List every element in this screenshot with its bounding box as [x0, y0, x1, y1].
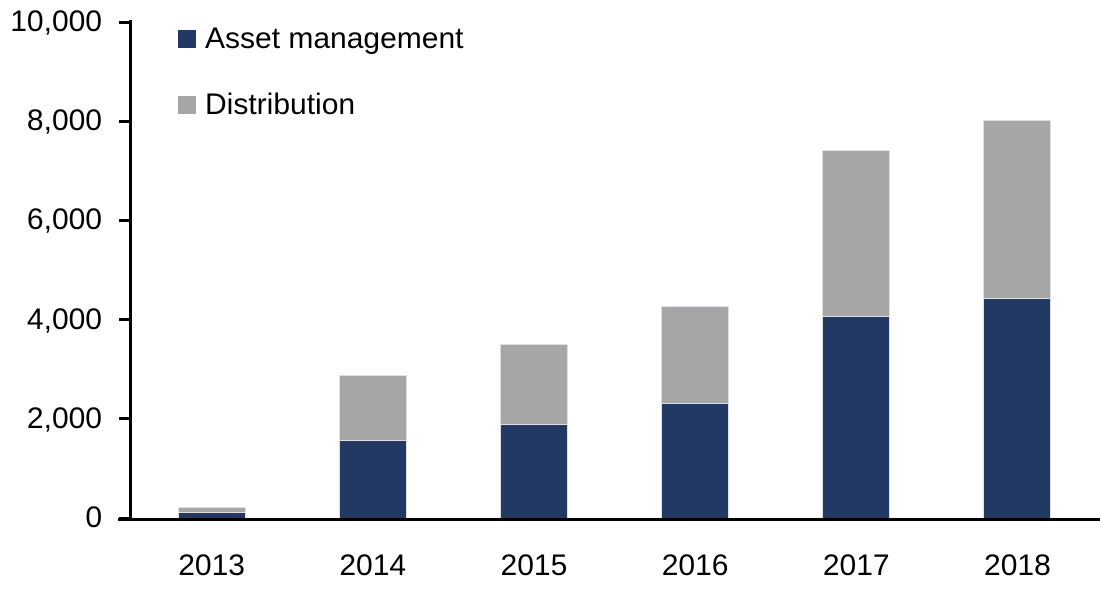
bar-2018 [984, 121, 1051, 518]
x-label-2013: 2013 [178, 549, 245, 582]
bar-2018-asset-management-segment [984, 299, 1051, 518]
y-tick-10,000 [119, 20, 130, 24]
bar-2015 [500, 345, 567, 518]
bar-2017 [823, 151, 890, 518]
bar-2016-distribution-segment [662, 307, 729, 404]
y-tick-6,000 [119, 218, 130, 222]
y-tick-label-0: 0 [85, 501, 102, 534]
x-label-2015: 2015 [500, 549, 568, 582]
legend: Asset management Distribution [178, 22, 463, 122]
y-tick-label-10,000: 10,000 [10, 5, 102, 38]
bar-2015-asset-management-segment [500, 425, 567, 518]
bar-2017-asset-management-segment [823, 317, 890, 518]
bar-2013-asset-management-segment [178, 513, 245, 518]
distribution-swatch [178, 96, 196, 114]
y-tick-label-4,000: 4,000 [26, 302, 102, 336]
legend-item-asset-management: Asset management [178, 22, 463, 56]
bar-2017-distribution-segment [823, 151, 890, 317]
legend-label-asset-management: Asset management [205, 22, 464, 55]
x-label-2018: 2018 [984, 549, 1051, 582]
legend-label-distribution: Distribution [205, 88, 356, 121]
y-tick-label-6,000: 6,000 [26, 203, 102, 237]
y-tick-8,000 [119, 119, 130, 123]
x-axis-line [118, 518, 1100, 521]
y-tick-label-8,000: 8,000 [26, 104, 102, 138]
bar-2016 [662, 307, 729, 518]
legend-item-distribution: Distribution [178, 88, 463, 122]
bar-2014-distribution-segment [339, 376, 406, 441]
y-axis-line [129, 20, 132, 521]
x-label-2016: 2016 [661, 549, 729, 582]
x-label-2017: 2017 [822, 549, 890, 582]
y-tick-4,000 [119, 318, 130, 322]
x-label-2014: 2014 [339, 549, 407, 582]
bar-2016-asset-management-segment [662, 404, 729, 518]
y-tick-2,000 [119, 417, 130, 421]
bar-2013-distribution-segment [178, 508, 245, 513]
bar-2015-distribution-segment [500, 345, 567, 425]
asset-management-swatch [178, 30, 196, 48]
bar-2013 [178, 508, 245, 518]
bar-2014 [339, 376, 406, 518]
y-tick-label-2,000: 2,000 [26, 401, 102, 435]
bar-2018-distribution-segment [984, 121, 1051, 299]
bar-2014-asset-management-segment [339, 441, 406, 518]
y-tick-0 [119, 516, 130, 520]
